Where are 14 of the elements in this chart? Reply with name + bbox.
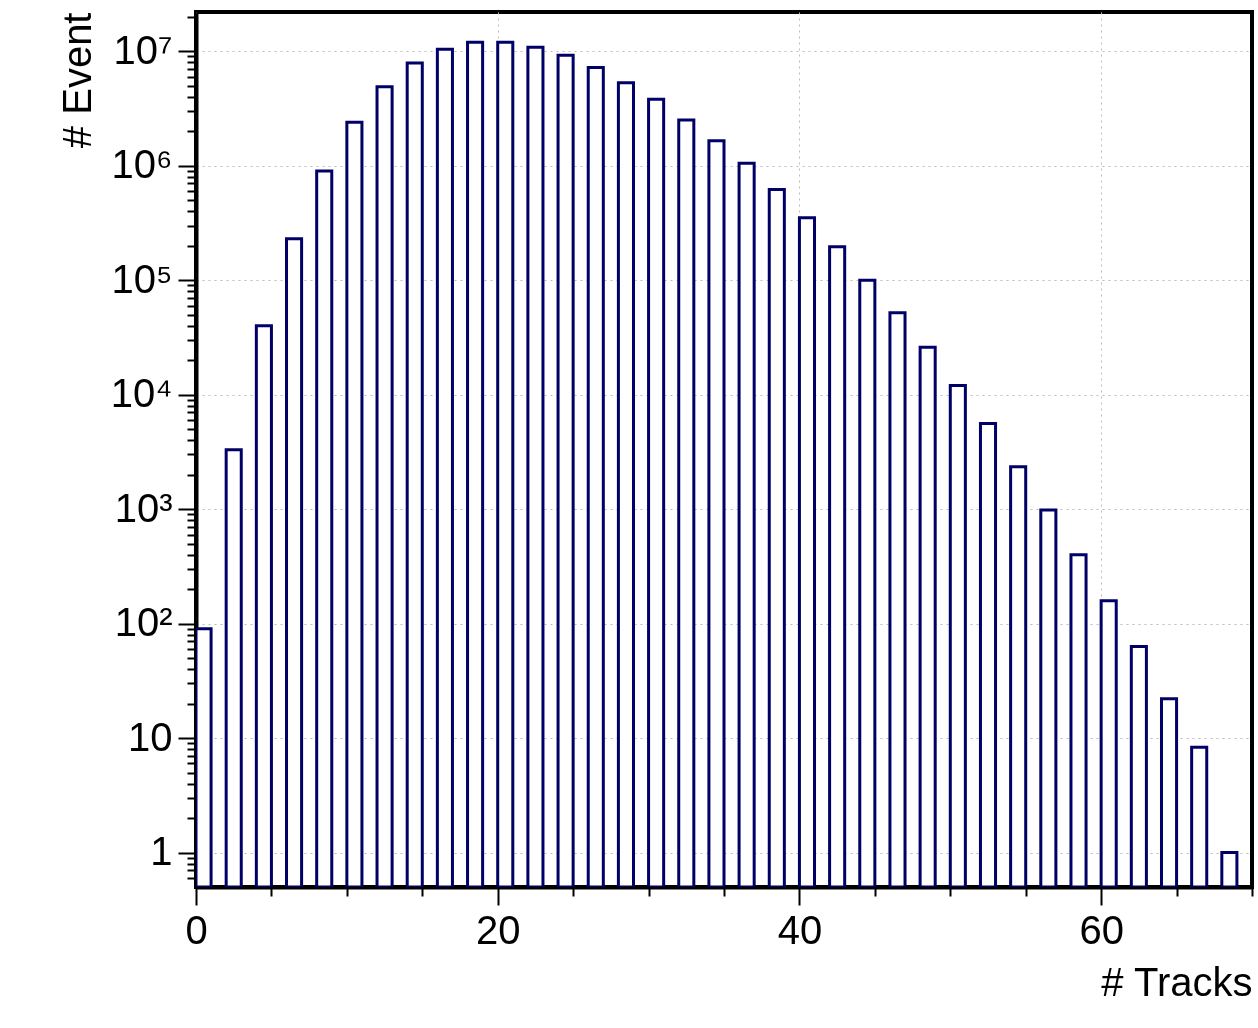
y-tick-label: 10² [114,600,173,645]
y-tick-label: 10⁶ [111,142,173,187]
y-tick-label: 10⁵ [111,256,173,301]
y-tick-label: 1 [150,829,173,874]
y-tick-label: 10⁴ [110,371,173,416]
y-tick-label: 10³ [114,485,173,530]
x-tick-label: 60 [1079,907,1124,952]
x-tick-label: 0 [185,907,208,952]
x-tick-label: 20 [475,907,521,952]
y-tick-label: 10 [128,714,173,759]
y-tick-label: 10⁷ [113,27,173,72]
y-axis-title: # Event [54,12,99,149]
x-tick-label: 40 [777,907,823,952]
x-axis-title: # Tracks [1101,959,1253,1004]
